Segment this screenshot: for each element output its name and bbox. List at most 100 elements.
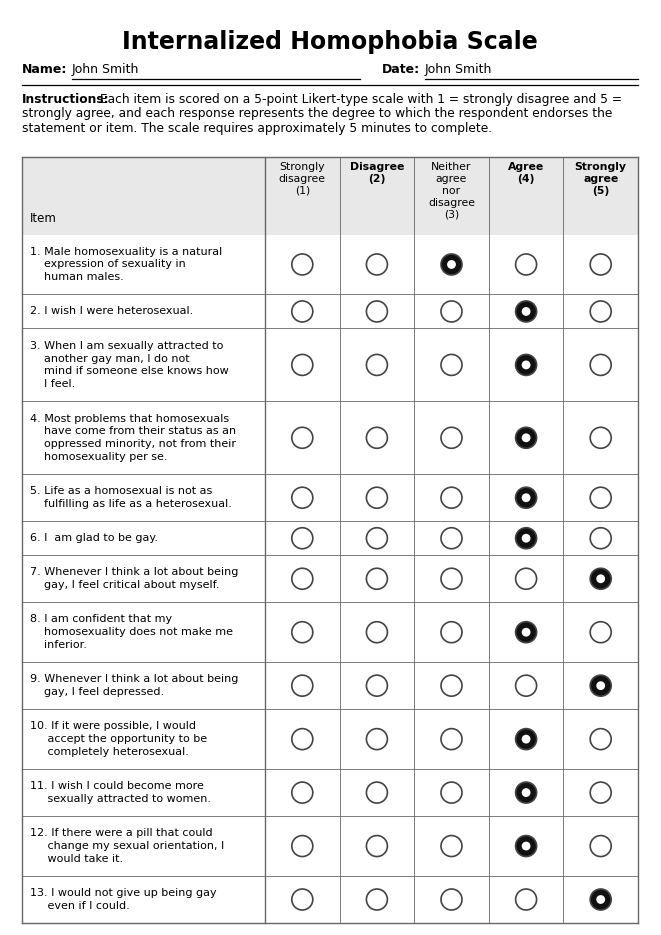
Circle shape xyxy=(590,728,611,750)
Text: Date:: Date: xyxy=(382,63,420,76)
Circle shape xyxy=(516,527,537,549)
Circle shape xyxy=(596,682,605,690)
Circle shape xyxy=(366,301,387,322)
Circle shape xyxy=(366,889,387,910)
Circle shape xyxy=(516,836,537,856)
Circle shape xyxy=(590,427,611,448)
Circle shape xyxy=(522,735,531,743)
Circle shape xyxy=(292,728,313,750)
Circle shape xyxy=(292,254,313,275)
Circle shape xyxy=(590,836,611,856)
Circle shape xyxy=(441,836,462,856)
Circle shape xyxy=(516,568,537,589)
Circle shape xyxy=(522,361,531,369)
Circle shape xyxy=(292,354,313,376)
Text: 11. I wish I could become more
     sexually attracted to women.: 11. I wish I could become more sexually … xyxy=(30,781,211,804)
Circle shape xyxy=(441,254,462,275)
Circle shape xyxy=(590,568,611,589)
Circle shape xyxy=(590,354,611,376)
Bar xyxy=(22,156,638,235)
Circle shape xyxy=(441,568,462,589)
Circle shape xyxy=(292,622,313,642)
Circle shape xyxy=(596,574,605,583)
Text: 2. I wish I were heterosexual.: 2. I wish I were heterosexual. xyxy=(30,307,193,316)
Text: 6. I  am glad to be gay.: 6. I am glad to be gay. xyxy=(30,533,158,543)
Text: Agree
(4): Agree (4) xyxy=(508,162,544,183)
Text: Strongly
disagree
(1): Strongly disagree (1) xyxy=(279,162,326,195)
Text: Item: Item xyxy=(30,211,57,224)
Circle shape xyxy=(292,889,313,910)
Circle shape xyxy=(516,301,537,322)
Circle shape xyxy=(441,622,462,642)
Text: Neither
agree
nor
disagree
(3): Neither agree nor disagree (3) xyxy=(428,162,475,220)
Circle shape xyxy=(516,728,537,750)
Circle shape xyxy=(441,782,462,803)
Circle shape xyxy=(522,434,531,442)
Circle shape xyxy=(590,889,611,910)
Circle shape xyxy=(516,254,537,275)
Circle shape xyxy=(366,568,387,589)
Circle shape xyxy=(522,534,531,542)
Circle shape xyxy=(292,301,313,322)
Text: 7. Whenever I think a lot about being
    gay, I feel critical about myself.: 7. Whenever I think a lot about being ga… xyxy=(30,568,239,590)
Circle shape xyxy=(590,782,611,803)
Circle shape xyxy=(366,487,387,509)
Circle shape xyxy=(366,427,387,448)
Circle shape xyxy=(447,260,456,269)
Circle shape xyxy=(441,675,462,697)
Circle shape xyxy=(292,675,313,697)
Text: 3. When I am sexually attracted to
    another gay man, I do not
    mind if som: 3. When I am sexually attracted to anoth… xyxy=(30,340,229,389)
Text: strongly agree, and each response represents the degree to which the respondent : strongly agree, and each response repres… xyxy=(22,108,612,121)
Circle shape xyxy=(522,788,531,797)
Circle shape xyxy=(522,494,531,502)
Circle shape xyxy=(590,487,611,509)
Text: Strongly
agree
(5): Strongly agree (5) xyxy=(574,162,627,195)
Circle shape xyxy=(441,301,462,322)
Circle shape xyxy=(441,427,462,448)
Circle shape xyxy=(590,527,611,549)
Text: 9. Whenever I think a lot about being
    gay, I feel depressed.: 9. Whenever I think a lot about being ga… xyxy=(30,674,239,698)
Text: 1. Male homosexuality is a natural
    expression of sexuality in
    human male: 1. Male homosexuality is a natural expre… xyxy=(30,247,222,282)
Circle shape xyxy=(441,889,462,910)
Circle shape xyxy=(292,427,313,448)
Text: 8. I am confident that my
    homosexuality does not make me
    inferior.: 8. I am confident that my homosexuality … xyxy=(30,614,233,650)
Circle shape xyxy=(441,527,462,549)
Text: 12. If there were a pill that could
     change my sexual orientation, I
     wo: 12. If there were a pill that could chan… xyxy=(30,828,224,864)
Text: 5. Life as a homosexual is not as
    fulfilling as life as a heterosexual.: 5. Life as a homosexual is not as fulfil… xyxy=(30,486,232,510)
Circle shape xyxy=(516,675,537,697)
Circle shape xyxy=(292,568,313,589)
Circle shape xyxy=(441,487,462,509)
Text: 13. I would not give up being gay
     even if I could.: 13. I would not give up being gay even i… xyxy=(30,888,217,911)
Circle shape xyxy=(366,728,387,750)
Circle shape xyxy=(590,622,611,642)
Circle shape xyxy=(441,728,462,750)
Circle shape xyxy=(516,487,537,509)
Text: statement or item. The scale requires approximately 5 minutes to complete.: statement or item. The scale requires ap… xyxy=(22,122,492,135)
Circle shape xyxy=(292,836,313,856)
Circle shape xyxy=(366,622,387,642)
Circle shape xyxy=(292,527,313,549)
Text: 4. Most problems that homosexuals
    have come from their status as an
    oppr: 4. Most problems that homosexuals have c… xyxy=(30,413,236,462)
Circle shape xyxy=(366,527,387,549)
Circle shape xyxy=(366,675,387,697)
Circle shape xyxy=(516,354,537,376)
Circle shape xyxy=(366,782,387,803)
Circle shape xyxy=(366,354,387,376)
Circle shape xyxy=(366,254,387,275)
Circle shape xyxy=(522,307,531,316)
Circle shape xyxy=(516,427,537,448)
Circle shape xyxy=(596,895,605,904)
Circle shape xyxy=(522,627,531,637)
Circle shape xyxy=(441,354,462,376)
Circle shape xyxy=(522,842,531,851)
Circle shape xyxy=(292,782,313,803)
Text: 10. If it were possible, I would
     accept the opportunity to be
     complete: 10. If it were possible, I would accept … xyxy=(30,721,207,757)
Circle shape xyxy=(292,487,313,509)
Circle shape xyxy=(590,254,611,275)
Text: Instructions:: Instructions: xyxy=(22,93,110,106)
Text: Internalized Homophobia Scale: Internalized Homophobia Scale xyxy=(122,30,538,54)
Text: Disagree
(2): Disagree (2) xyxy=(350,162,404,183)
Circle shape xyxy=(590,675,611,697)
Circle shape xyxy=(516,622,537,642)
Text: Name:: Name: xyxy=(22,63,67,76)
